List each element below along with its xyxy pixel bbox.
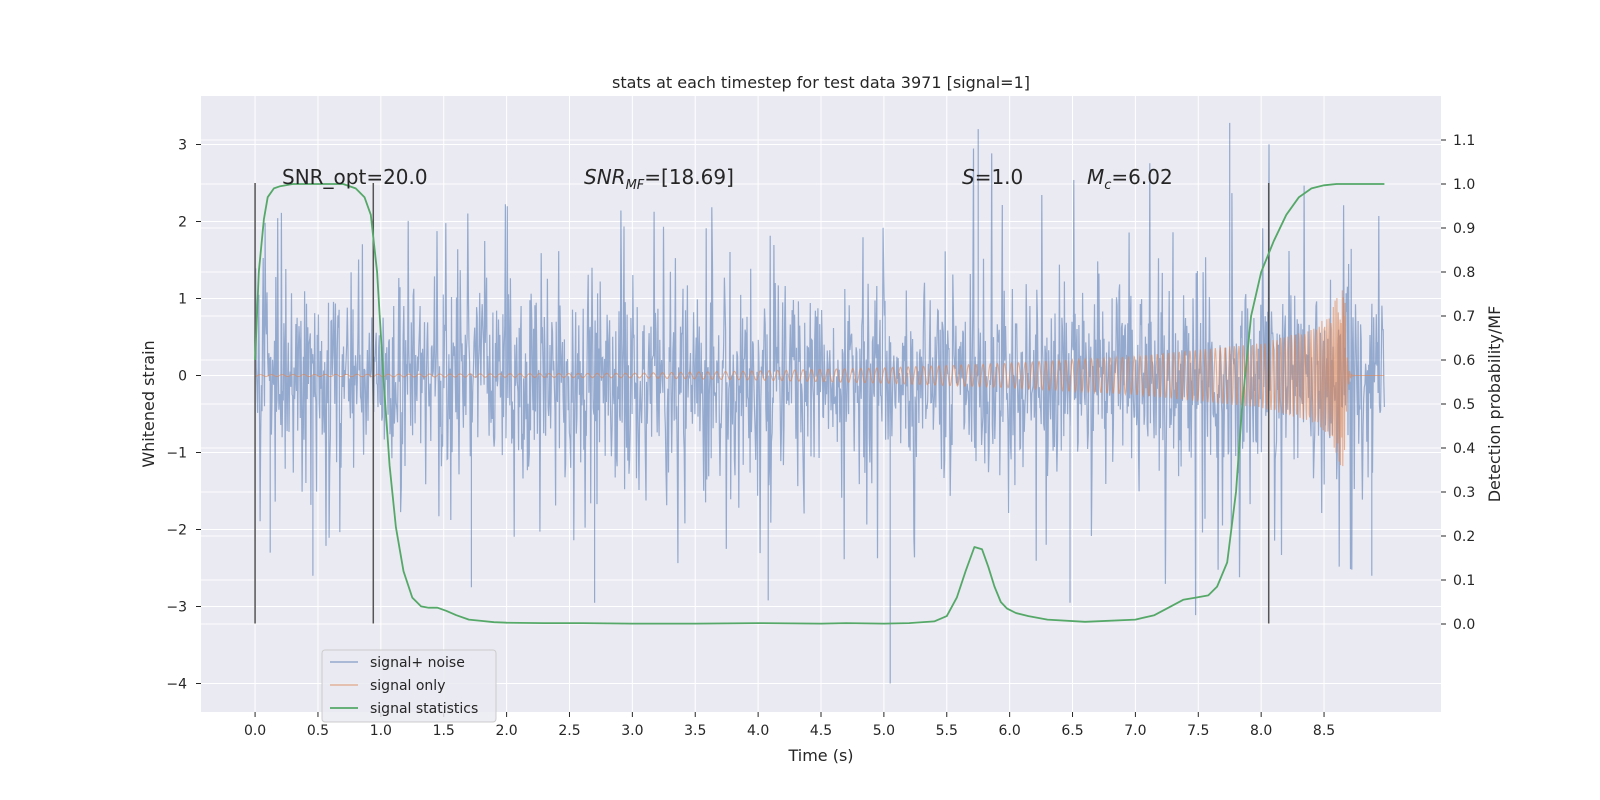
y-right-tick-label: 0.9 bbox=[1453, 221, 1475, 237]
y-right-tick-label: 0.5 bbox=[1453, 397, 1475, 413]
left-y-axis-ticks: 3 2 1 0 −1 −2 −3 −4 bbox=[166, 138, 201, 693]
y-right-tick-label: 0.3 bbox=[1453, 485, 1475, 501]
right-y-axis-ticks: 1.1 1.0 0.9 0.8 0.7 0.6 0.5 0.4 0.3 0.2 0.1 0.0 bbox=[1441, 133, 1475, 633]
legend-label-signal-noise: signal+ noise bbox=[370, 655, 465, 671]
x-tick-label: 7.5 bbox=[1187, 723, 1209, 739]
x-tick-label: 0.0 bbox=[244, 723, 266, 739]
y-tick-label: 0 bbox=[178, 369, 187, 385]
annotation-s: S=1.0 bbox=[962, 165, 1023, 189]
y-tick-label: −1 bbox=[166, 446, 187, 462]
x-tick-label: 5.5 bbox=[936, 723, 958, 739]
x-tick-label: 8.5 bbox=[1313, 723, 1335, 739]
y-right-tick-label: 1.1 bbox=[1453, 133, 1475, 149]
right-y-axis-title: Detection probability/MF bbox=[1485, 306, 1504, 503]
signal-only-series bbox=[255, 290, 1385, 467]
x-tick-label: 6.0 bbox=[999, 723, 1021, 739]
x-tick-label: 5.0 bbox=[873, 723, 895, 739]
x-axis-ticks: 0.0 0.5 1.0 1.5 2.0 2.5 3.0 3.5 4.0 4.5 5.0 5.5 6.0 6… bbox=[244, 712, 1335, 739]
x-tick-label: 6.5 bbox=[1061, 723, 1083, 739]
signal-noise-line bbox=[254, 122, 1385, 684]
x-tick-label: 7.0 bbox=[1124, 723, 1146, 739]
y-axis-title: Whitened strain bbox=[139, 340, 158, 467]
x-axis-title: Time (s) bbox=[787, 746, 853, 765]
x-tick-label: 8.0 bbox=[1250, 723, 1272, 739]
y-tick-label: −3 bbox=[166, 600, 187, 616]
x-tick-label: 0.5 bbox=[307, 723, 329, 739]
y-tick-label: 3 bbox=[178, 138, 187, 154]
x-tick-label: 3.0 bbox=[621, 723, 643, 739]
y-right-tick-label: 0.6 bbox=[1453, 353, 1475, 369]
y-right-tick-label: 1.0 bbox=[1453, 177, 1475, 193]
y-tick-label: 2 bbox=[178, 215, 187, 231]
x-tick-label: 1.0 bbox=[370, 723, 392, 739]
chart-title: stats at each timestep for test data 397… bbox=[612, 73, 1030, 92]
x-tick-label: 2.0 bbox=[495, 723, 517, 739]
y-right-tick-label: 0.1 bbox=[1453, 573, 1475, 589]
y-tick-label: −2 bbox=[166, 523, 187, 539]
legend: signal+ noise signal only signal statist… bbox=[321, 649, 497, 723]
y-right-tick-label: 0.4 bbox=[1453, 441, 1475, 457]
x-tick-label: 4.0 bbox=[747, 723, 769, 739]
x-tick-label: 2.5 bbox=[558, 723, 580, 739]
signal-noise-series bbox=[254, 122, 1385, 684]
y-right-tick-label: 0.0 bbox=[1453, 617, 1475, 633]
signal-only-line bbox=[255, 290, 1385, 467]
x-tick-label: 1.5 bbox=[433, 723, 455, 739]
legend-label-signal-statistics: signal statistics bbox=[370, 701, 478, 717]
signal-statistics-line bbox=[254, 183, 1385, 625]
vertical-markers bbox=[254, 183, 1270, 624]
signal-statistics-series bbox=[254, 183, 1385, 625]
annotation-snr-mf: SNRMF=[18.69] bbox=[584, 165, 734, 193]
y-right-tick-label: 0.7 bbox=[1453, 309, 1475, 325]
y-tick-label: −4 bbox=[166, 677, 187, 693]
legend-label-signal-only: signal only bbox=[370, 678, 445, 694]
annotation-snr-opt: SNR_opt=20.0 bbox=[282, 165, 428, 189]
y-right-tick-label: 0.8 bbox=[1453, 265, 1475, 281]
y-right-tick-label: 0.2 bbox=[1453, 529, 1475, 545]
y-tick-label: 1 bbox=[178, 292, 187, 308]
annotation-mc: Mc=6.02 bbox=[1087, 165, 1173, 193]
legend-box bbox=[321, 649, 497, 723]
x-tick-label: 4.5 bbox=[810, 723, 832, 739]
x-tick-label: 3.5 bbox=[684, 723, 706, 739]
